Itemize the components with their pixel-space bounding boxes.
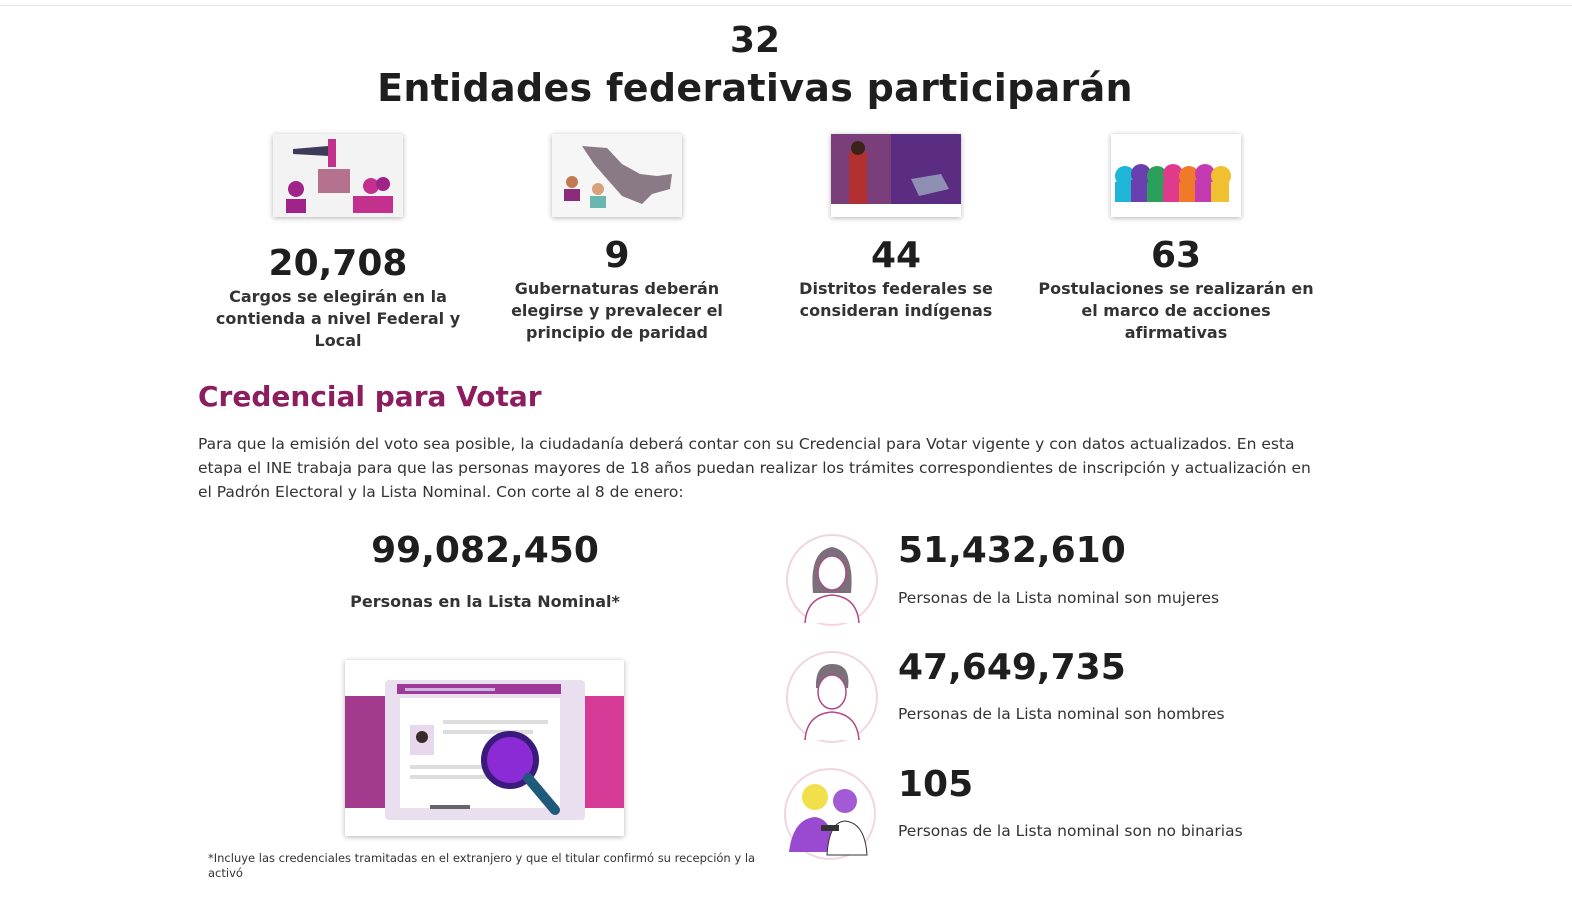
stat-value: 63 [1150, 235, 1202, 276]
section-title: Credencial para Votar [198, 380, 542, 413]
stat-value: 44 [870, 235, 922, 276]
avatar-men [786, 651, 878, 743]
breakdown-label: Personas de la Lista nominal son no bina… [898, 822, 1243, 840]
total-label: Personas en la Lista Nominal* [350, 592, 620, 611]
stat-label: Postulaciones se realizarán en el marco … [1038, 279, 1314, 342]
stat: 44 Distritos federales se consideran ind… [756, 234, 1036, 322]
stat-label: Cargos se elegirán en la contienda a niv… [215, 287, 461, 350]
breakdown-value: 51,432,610 [898, 530, 1126, 571]
total-value: 99,082,450 [371, 530, 599, 571]
header-number: 32 [729, 20, 781, 61]
avatar-women [786, 534, 878, 626]
breakdown-value: 47,649,735 [898, 647, 1126, 688]
credential-illustration [345, 660, 624, 836]
thumb-indigenous [831, 134, 961, 217]
footnote: *Incluye las credenciales tramitadas en … [208, 851, 756, 880]
header-title: Entidades federativas participarán [377, 66, 1133, 110]
stat: 9 Gubernaturas deberán elegirse y preval… [477, 234, 757, 344]
stat-label: Distritos federales se consideran indíge… [799, 279, 993, 320]
thumb-diversity [1111, 134, 1241, 217]
breakdown-label: Personas de la Lista nominal son mujeres [898, 589, 1220, 607]
section-paragraph: Para que la emisión del voto sea posible… [198, 435, 1311, 501]
thumb-vote [273, 134, 403, 217]
stat: 63 Postulaciones se realizarán en el mar… [1036, 234, 1316, 344]
stat-value: 9 [604, 235, 630, 276]
stat-label: Gubernaturas deberán elegirse y prevalec… [511, 279, 723, 342]
thumb-map [552, 134, 682, 217]
breakdown-label: Personas de la Lista nominal son hombres [898, 705, 1225, 723]
breakdown-value: 105 [898, 764, 974, 805]
avatar-nonbinary [784, 768, 876, 860]
stat: 20,708 Cargos se elegirán en la contiend… [198, 242, 478, 352]
top-border [0, 5, 1572, 6]
stat-value: 20,708 [268, 243, 408, 284]
